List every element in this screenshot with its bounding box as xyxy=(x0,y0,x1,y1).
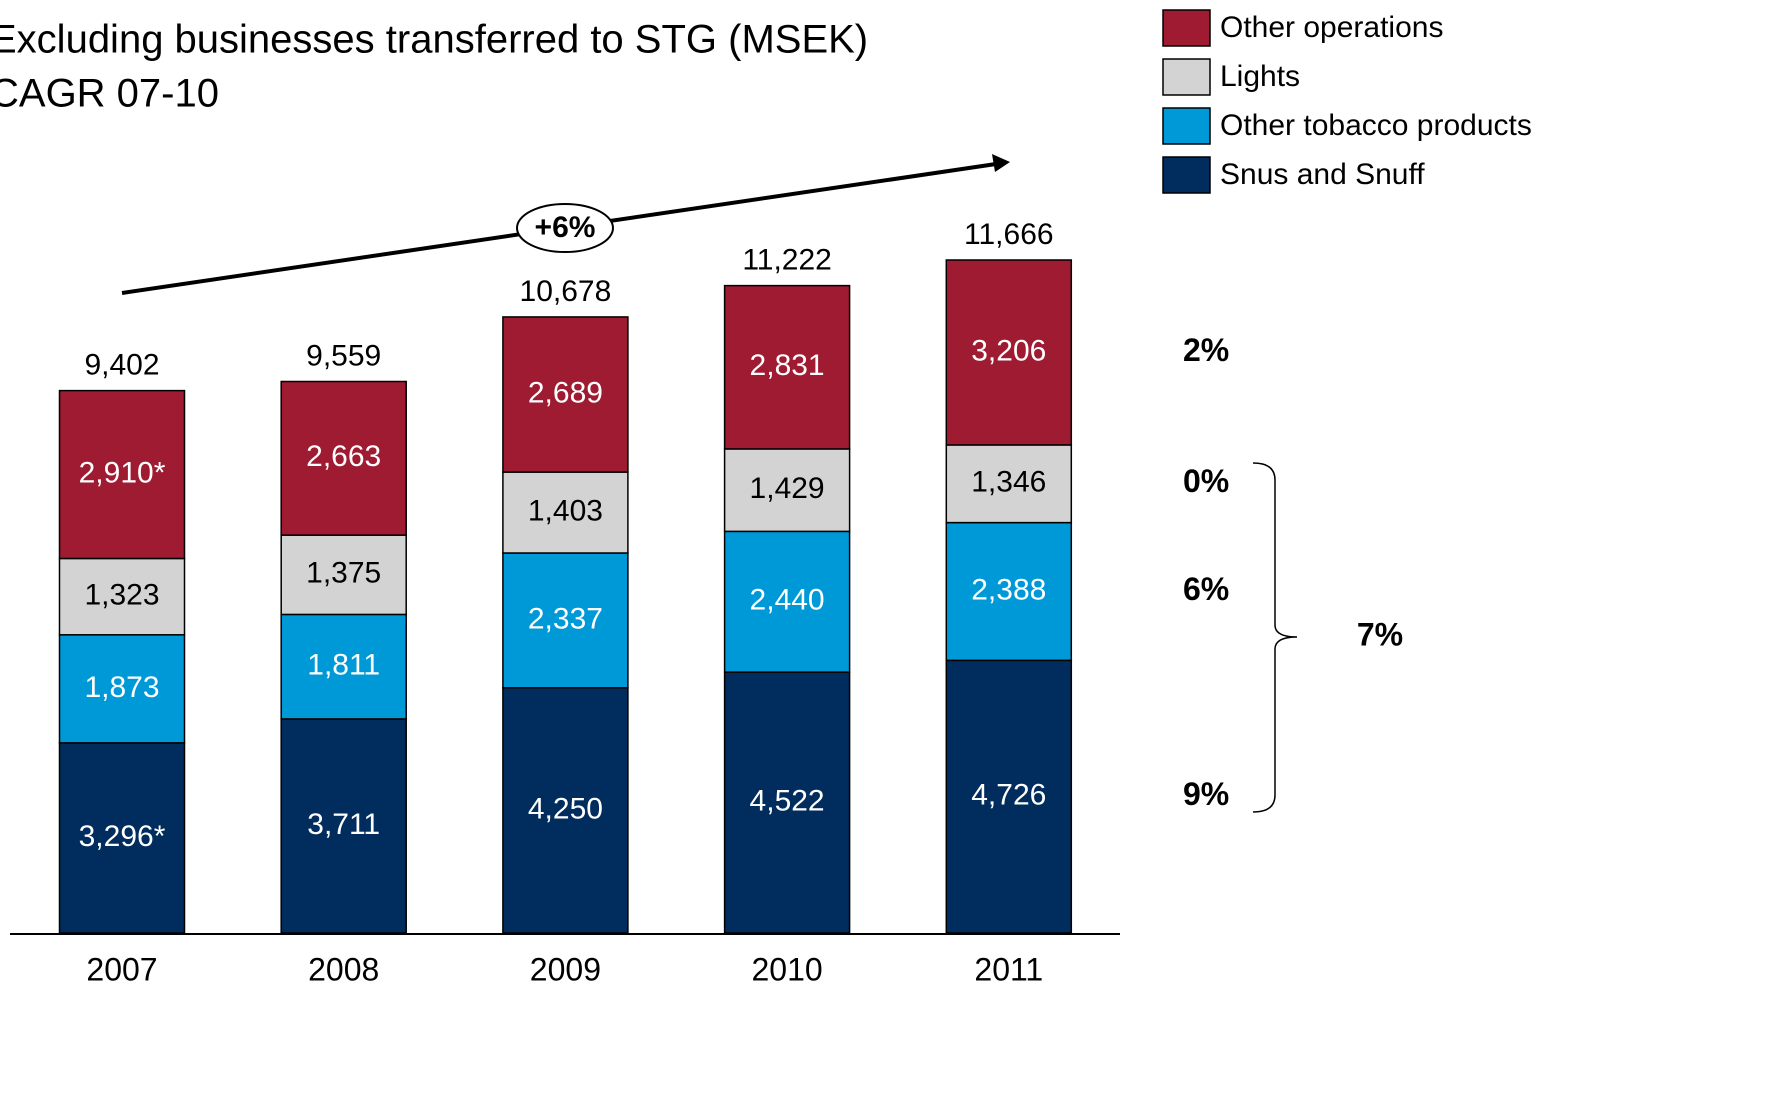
value-label: 1,811 xyxy=(307,649,380,682)
total-label: 11,222 xyxy=(742,244,832,277)
value-label: 1,346 xyxy=(971,466,1046,499)
value-label: 2,689 xyxy=(528,376,603,409)
value-label: 1,375 xyxy=(306,557,381,590)
bar-segment xyxy=(58,634,186,744)
chart-title: Excluding businesses transferred to STG … xyxy=(0,18,868,62)
value-label: 1,429 xyxy=(750,472,825,505)
value-label: 2,663 xyxy=(306,440,381,473)
trend-label: +6% xyxy=(535,211,596,244)
bar-segment xyxy=(502,471,629,554)
bar-segment xyxy=(723,448,851,533)
value-label: 3,206 xyxy=(971,334,1046,367)
legend-label: Snus and Snuff xyxy=(1220,158,1425,191)
cagr-label: 9% xyxy=(1183,776,1229,812)
bar-segment xyxy=(280,534,407,616)
value-label: 4,726 xyxy=(971,779,1046,812)
legend-swatch xyxy=(1162,9,1211,47)
x-tick-label: 2011 xyxy=(974,951,1043,987)
total-label: 11,666 xyxy=(964,218,1054,251)
x-tick-label: 2009 xyxy=(530,951,601,987)
value-label: 4,250 xyxy=(528,792,603,825)
bar-segment xyxy=(280,380,407,536)
x-tick-label: 2007 xyxy=(86,951,157,987)
bar-segment xyxy=(502,552,629,689)
value-label: 2,388 xyxy=(971,573,1046,606)
cagr-label: 2% xyxy=(1183,332,1229,368)
legend-label: Other tobacco products xyxy=(1220,109,1532,142)
bar-segment xyxy=(945,521,1073,662)
brace xyxy=(1252,462,1298,813)
chart-subtitle: CAGR 07-10 xyxy=(0,72,219,116)
value-label: 2,440 xyxy=(750,584,825,617)
value-label: 2,910* xyxy=(79,456,166,489)
value-label: 2,831 xyxy=(750,349,825,382)
value-label: 1,873 xyxy=(84,671,159,704)
bar-segment xyxy=(58,389,186,560)
legend-swatch xyxy=(1162,58,1211,96)
legend-label: Other operations xyxy=(1220,11,1443,44)
total-label: 9,559 xyxy=(306,339,381,372)
bar-segment xyxy=(945,659,1073,934)
cagr-label: 6% xyxy=(1183,571,1229,607)
legend-swatch xyxy=(1162,156,1211,194)
bar-segment xyxy=(723,530,851,673)
bar-segment xyxy=(723,671,851,934)
arrow-head xyxy=(992,154,1010,172)
trend-badge xyxy=(516,203,614,253)
combined-cagr: 7% xyxy=(1357,616,1403,652)
value-label: 3,711 xyxy=(307,808,380,841)
bar-segment xyxy=(502,316,629,473)
value-label: 1,403 xyxy=(528,494,603,527)
value-label: 4,522 xyxy=(750,784,825,817)
bar-segment xyxy=(58,742,186,934)
bar-segment xyxy=(945,259,1073,446)
bar-segment xyxy=(723,284,851,450)
total-label: 10,678 xyxy=(520,275,612,308)
bar-segment xyxy=(945,444,1073,524)
legend-swatch xyxy=(1162,107,1211,145)
bar-segment xyxy=(502,687,629,934)
total-label: 9,402 xyxy=(84,349,159,382)
x-tick-label: 2010 xyxy=(752,951,823,987)
x-tick-label: 2008 xyxy=(308,951,379,987)
value-label: 1,323 xyxy=(84,579,159,612)
value-label: 3,296* xyxy=(79,820,166,853)
legend-label: Lights xyxy=(1220,60,1300,93)
value-label: 2,337 xyxy=(528,602,603,635)
cagr-label: 0% xyxy=(1183,463,1229,499)
